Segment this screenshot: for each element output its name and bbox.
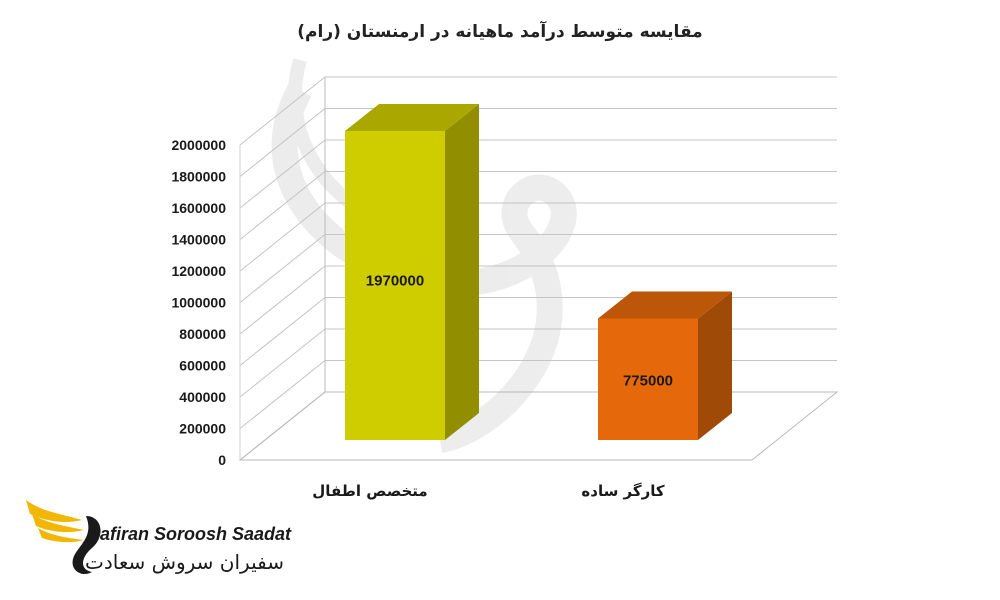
bar-data-label: 775000 (623, 372, 673, 389)
brand-name-en: Safiran Soroosh Saadat (88, 524, 292, 544)
gridline (239, 76, 837, 146)
y-tick-label: 600000 (179, 358, 226, 374)
y-tick-label: 1600000 (171, 200, 226, 216)
y-tick-label: 1400000 (171, 232, 226, 248)
bar-front-face (598, 318, 698, 440)
chart-title: مقایسه متوسط درآمد ماهیانه در ارمنستان (… (297, 22, 703, 42)
y-tick-label: 2000000 (171, 137, 226, 153)
gridline (239, 391, 837, 461)
gridline (239, 108, 837, 177)
chart-axes (238, 76, 839, 461)
y-tick-label: 400000 (179, 389, 226, 405)
bar-data-label: 1970000 (366, 273, 424, 290)
chart-floor (238, 391, 839, 461)
bar-side-face (698, 291, 732, 440)
chart-bars (345, 104, 732, 440)
bar-side-face (445, 104, 479, 440)
gridline (239, 139, 837, 209)
y-tick-label: 200000 (179, 421, 226, 437)
x-category-label: کارگر ساده (581, 482, 664, 500)
x-category-label: متخصص اطفال (312, 482, 427, 500)
brand-wing-icon (26, 500, 101, 575)
y-tick-labels: 0 200000 400000 600000 800000 1000000 1200000 1… (171, 137, 226, 468)
brand-name-fa: سفیران سروش سعادت (84, 550, 284, 574)
brand-logo: Safiran Soroosh Saadat سفیران سروش سعادت (22, 492, 302, 582)
bar-front-face (345, 131, 445, 440)
bar-top-face (345, 104, 479, 131)
y-tick-label: 800000 (179, 326, 226, 342)
y-tick-label: 1800000 (171, 169, 226, 185)
y-tick-label: 1200000 (171, 263, 226, 279)
y-tick-label: 1000000 (171, 295, 226, 311)
y-tick-label: 0 (218, 452, 226, 468)
gridline (239, 265, 837, 335)
chart-labels: 1970000 متخصص اطفال 775000 کارگر ساده (312, 273, 673, 501)
bar-top-face (598, 291, 732, 319)
gridline (239, 171, 837, 240)
gridline (239, 234, 837, 303)
gridline (239, 202, 837, 272)
